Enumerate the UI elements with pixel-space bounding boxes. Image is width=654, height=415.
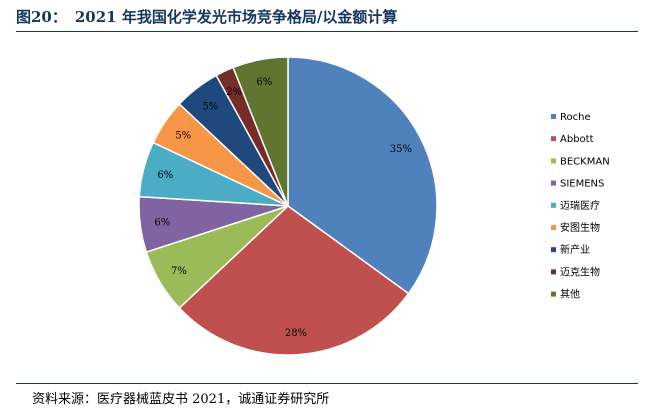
slice-data-label: 2% [226, 87, 242, 98]
legend-swatch [551, 202, 556, 208]
legend-label: Roche [560, 112, 591, 123]
legend-swatch [551, 158, 556, 164]
figure-label: 图20： [16, 8, 67, 26]
slice-data-label: 7% [171, 266, 187, 277]
legend-label: 迈瑞医疗 [560, 199, 600, 212]
legend-label: 新产业 [560, 243, 590, 256]
pie-slice-roche [287, 56, 438, 295]
source-rule [16, 383, 638, 384]
slice-data-label: 6% [256, 77, 272, 88]
legend-swatch [551, 269, 556, 275]
slice-data-label: 5% [202, 101, 218, 112]
legend-label: 安图生物 [560, 221, 600, 234]
figure-title-text: 2021 年我国化学发光市场竞争格局/以金额计算 [74, 8, 398, 26]
legend-label: BECKMAN [560, 156, 610, 167]
pie-slice-labels: 35% 28% 7% 6% 6% 5% 5% 2% 6% [154, 77, 412, 339]
title-rule [16, 31, 638, 32]
legend-swatch [551, 225, 556, 230]
slice-data-label: 6% [154, 217, 170, 228]
pie-slice-item-8 [232, 56, 289, 207]
pie-slices [138, 56, 438, 356]
legend-swatch [551, 114, 556, 119]
pie-slice-abbott [178, 205, 410, 356]
legend-label: SIEMENS [560, 179, 604, 190]
chart-legend: Roche Abbott BECKMAN SIEMENS 迈瑞医疗安图生物新产业迈克生物… [551, 112, 610, 301]
legend-swatch [551, 247, 556, 253]
legend-swatch [551, 291, 556, 297]
source-note: 资料来源：医疗器械蓝皮书 2021，诚通证券研究所 [32, 392, 330, 407]
slice-data-label: 28% [285, 328, 307, 339]
legend-label: 其他 [560, 288, 580, 301]
slice-data-label: 6% [157, 170, 173, 181]
legend-swatch [551, 180, 556, 186]
legend-label: Abbott [560, 134, 594, 145]
legend-swatch [551, 136, 556, 142]
slice-data-label: 35% [390, 144, 412, 155]
legend-label: 迈克生物 [560, 265, 600, 278]
figure-title: 图20： 2021 年我国化学发光市场竞争格局/以金额计算 [16, 6, 397, 27]
slice-data-label: 5% [175, 130, 191, 141]
